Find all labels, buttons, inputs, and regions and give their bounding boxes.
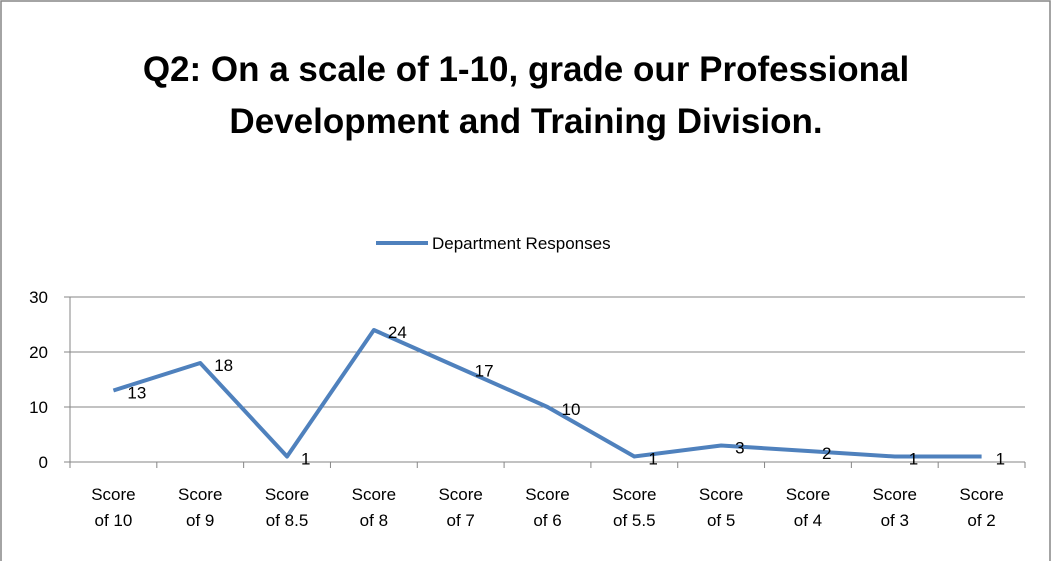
data-label: 2 <box>822 444 831 463</box>
data-label: 1 <box>909 450 918 469</box>
x-tick-label: Score of 8.5 <box>264 485 310 530</box>
x-tick-label: Score of 5 <box>698 485 744 530</box>
x-tick-label: Score of 10 <box>91 485 136 530</box>
x-tick-label: Score of 2 <box>959 485 1004 530</box>
x-tick-label: Score of 8 <box>351 485 397 530</box>
data-label: 13 <box>127 384 146 403</box>
legend-label: Department Responses <box>432 234 611 253</box>
y-tick-label: 30 <box>29 288 48 307</box>
x-tick-label: Score of 7 <box>438 485 483 530</box>
y-tick-label: 20 <box>29 343 48 362</box>
x-tick-label: Score of 6 <box>525 485 570 530</box>
data-label: 3 <box>735 439 744 458</box>
data-label: 24 <box>388 323 407 342</box>
x-tick-label: Score of 3 <box>872 485 917 530</box>
data-label: 1 <box>648 450 657 469</box>
data-label: 1 <box>301 450 310 469</box>
x-tick-label: Score of 4 <box>785 485 831 530</box>
data-label: 1 <box>996 450 1005 469</box>
chart-title: Q2: On a scale of 1-10, grade our Profes… <box>142 50 910 141</box>
x-tick-label: Score of 9 <box>178 485 223 530</box>
data-label: 10 <box>562 400 581 419</box>
data-label: 17 <box>475 362 494 381</box>
data-label: 18 <box>214 356 233 375</box>
line <box>112 328 982 459</box>
y-tick-label: 10 <box>29 398 48 417</box>
y-tick-label: 0 <box>39 453 48 472</box>
x-tick-label: Score of 5.5 <box>612 485 657 530</box>
